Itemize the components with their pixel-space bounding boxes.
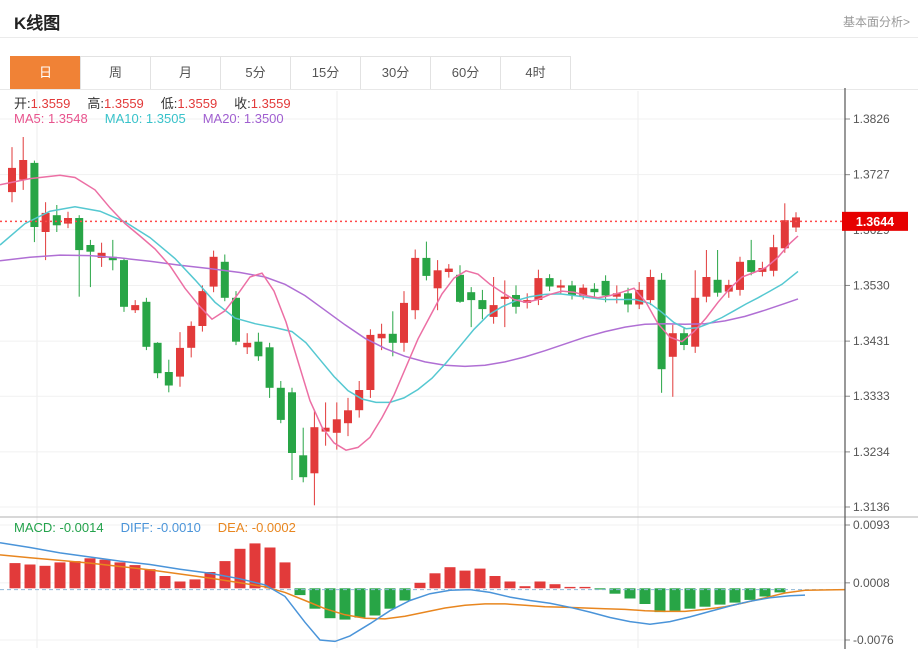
tab-60分[interactable]: 60分 xyxy=(430,56,501,90)
legend-value: 1.3548 xyxy=(47,111,88,126)
main-axis-label: 1.3530 xyxy=(853,278,890,292)
candles-layer xyxy=(8,137,800,506)
macd-legend: MACD: -0.0014 DIFF: -0.0010 DEA: -0.0002 xyxy=(14,520,313,535)
legend-value: -0.0010 xyxy=(156,520,201,535)
legend-item: DEA: -0.0002 xyxy=(218,520,296,535)
legend-label: 高: xyxy=(87,96,105,111)
dea-line xyxy=(0,554,846,620)
legend-label: MA5: xyxy=(14,111,48,126)
y-axis: 1.38261.37271.36291.35301.34311.33331.32… xyxy=(845,112,894,647)
legend-label: MA20: xyxy=(202,111,244,126)
legend-value: 1.3559 xyxy=(104,96,144,111)
ma5-line xyxy=(0,174,799,452)
title-divider xyxy=(0,37,918,38)
legend-label: 收: xyxy=(234,96,251,111)
legend-value: 1.3559 xyxy=(30,96,71,111)
diff-line xyxy=(0,541,806,643)
main-axis-label: 1.3333 xyxy=(853,389,890,403)
macd-histogram xyxy=(9,543,786,620)
legend-label: 开: xyxy=(14,96,31,111)
tab-5分[interactable]: 5分 xyxy=(220,56,291,90)
legend-label: 低: xyxy=(160,96,178,111)
legend-item: MA20: 1.3500 xyxy=(203,111,284,126)
ma10-line xyxy=(0,205,799,404)
legend-item: MA5: 1.3548 xyxy=(14,111,88,126)
legend-label: DEA: xyxy=(217,520,252,535)
macd-axis-label: -0.0076 xyxy=(853,633,894,647)
main-axis-label: 1.3826 xyxy=(853,112,890,126)
legend-label: MACD: xyxy=(14,520,60,535)
main-axis-label: 1.3136 xyxy=(853,500,890,514)
fundamental-analysis-link[interactable]: 基本面分析> xyxy=(842,15,910,29)
current-price-badge-label: 1.3644 xyxy=(856,215,894,229)
macd-axis-label: 0.0008 xyxy=(853,576,890,590)
ohlc-legend: 开:1.3559 高:1.3559 低:1.3559 收:1.3559 xyxy=(14,93,308,112)
period-tabs: 日周月 5分 15分 30分 60分 4时 xyxy=(10,56,571,90)
legend-value: -0.0014 xyxy=(59,520,104,535)
gridlines xyxy=(0,91,845,648)
ma-legend: MA5: 1.3548 MA10: 1.3505 MA20: 1.3500 xyxy=(14,111,301,126)
tab-15分[interactable]: 15分 xyxy=(290,56,361,90)
legend-item: 收:1.3559 xyxy=(234,93,290,112)
main-axis-label: 1.3431 xyxy=(853,334,890,348)
legend-item: MA10: 1.3505 xyxy=(105,111,186,126)
legend-item: 高:1.3559 xyxy=(87,93,143,112)
legend-value: 1.3500 xyxy=(243,111,284,126)
legend-value: 1.3559 xyxy=(250,96,291,111)
legend-value: 1.3559 xyxy=(177,96,218,111)
legend-value: 1.3505 xyxy=(145,111,186,126)
tab-月[interactable]: 月 xyxy=(150,56,221,90)
legend-item: 低:1.3559 xyxy=(161,93,217,112)
legend-item: MACD: -0.0014 xyxy=(14,520,104,535)
tab-日[interactable]: 日 xyxy=(10,56,81,90)
tab-30分[interactable]: 30分 xyxy=(360,56,431,90)
legend-item: DIFF: -0.0010 xyxy=(121,520,201,535)
legend-item: 开:1.3559 xyxy=(14,93,70,112)
page-title: K线图 xyxy=(14,14,61,33)
current-price-badge xyxy=(842,211,908,231)
main-axis-label: 1.3727 xyxy=(853,168,890,182)
tabbar-divider xyxy=(0,89,918,90)
legend-label: DIFF: xyxy=(120,520,157,535)
macd-axis-label: 0.0093 xyxy=(853,518,890,532)
main-axis-label: 1.3234 xyxy=(853,445,890,459)
legend-label: MA10: xyxy=(104,111,146,126)
legend-value: -0.0002 xyxy=(251,520,296,535)
ma20-line xyxy=(0,254,799,368)
